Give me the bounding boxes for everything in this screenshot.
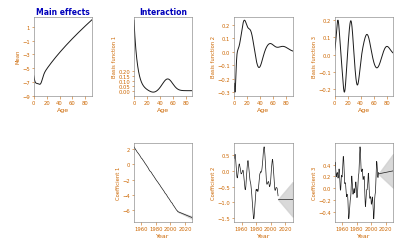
Title: Interaction: Interaction bbox=[139, 8, 187, 17]
X-axis label: Age: Age bbox=[157, 107, 169, 112]
Y-axis label: Coefficient 3: Coefficient 3 bbox=[312, 166, 317, 200]
Y-axis label: Basis function 2: Basis function 2 bbox=[211, 36, 216, 78]
X-axis label: Age: Age bbox=[258, 107, 269, 112]
X-axis label: Year: Year bbox=[357, 234, 371, 238]
Y-axis label: Mean: Mean bbox=[15, 50, 21, 64]
Y-axis label: Basis function 3: Basis function 3 bbox=[312, 36, 317, 78]
Y-axis label: Coefficient 2: Coefficient 2 bbox=[211, 166, 216, 200]
X-axis label: Age: Age bbox=[57, 107, 69, 112]
X-axis label: Year: Year bbox=[257, 234, 270, 238]
X-axis label: Year: Year bbox=[156, 234, 170, 238]
Y-axis label: Basis function 1: Basis function 1 bbox=[112, 36, 117, 78]
X-axis label: Age: Age bbox=[358, 107, 370, 112]
Y-axis label: Coefficient 1: Coefficient 1 bbox=[116, 166, 121, 200]
Title: Main effects: Main effects bbox=[36, 8, 90, 17]
